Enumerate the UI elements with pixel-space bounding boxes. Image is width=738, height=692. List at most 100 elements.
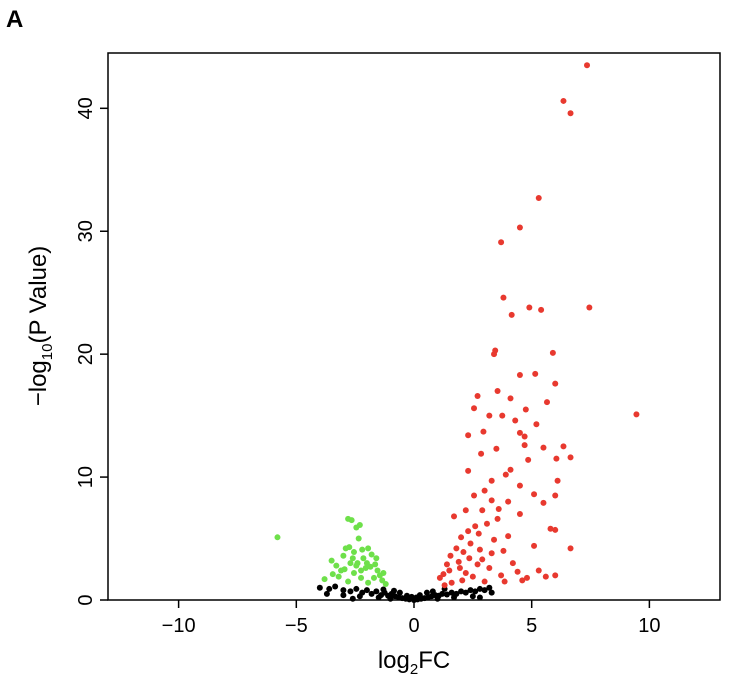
y-tick-label: 20 (75, 343, 97, 365)
up-point (466, 555, 473, 562)
up-point (474, 392, 481, 399)
up-point (467, 540, 474, 547)
down-point (382, 581, 389, 588)
up-point (542, 573, 549, 580)
up-point (462, 569, 469, 576)
ns-point (396, 589, 403, 596)
down-point (380, 569, 387, 576)
up-point (458, 534, 465, 541)
ns-point (476, 585, 483, 592)
ns-point (390, 587, 397, 594)
up-point (532, 370, 539, 377)
y-tick-label: 40 (75, 97, 97, 119)
ns-point (356, 593, 363, 600)
up-point (476, 546, 483, 553)
ns-point (486, 584, 493, 591)
down-point (342, 545, 349, 552)
up-point (459, 577, 466, 584)
down-point (274, 534, 281, 541)
down-point (350, 569, 357, 576)
down-point (358, 567, 365, 574)
y-axis: 0 10 20 30 40 (75, 97, 108, 606)
up-point (509, 560, 516, 567)
up-point (486, 565, 493, 572)
ns-point (469, 593, 476, 600)
down-point (348, 517, 355, 524)
ns-point (467, 587, 474, 594)
ns-point (387, 595, 394, 602)
ns-point (375, 594, 382, 601)
down-point (356, 522, 363, 529)
up-point (586, 304, 593, 311)
up-point (516, 224, 523, 231)
down-point (362, 565, 369, 572)
up-point (481, 578, 488, 585)
down-point (353, 562, 360, 569)
ns-point (476, 594, 483, 601)
up-point (519, 577, 526, 584)
up-point (507, 395, 514, 402)
ns-point (323, 590, 330, 597)
up-point (456, 565, 463, 572)
up-point (567, 545, 574, 552)
up-point (486, 412, 493, 419)
down-point (365, 545, 372, 552)
up-point (521, 433, 528, 440)
up-point (525, 456, 532, 463)
up-point (560, 97, 567, 104)
ns-point (332, 583, 339, 590)
panel-label: A (6, 6, 23, 33)
up-point (521, 442, 528, 449)
up-point (516, 372, 523, 379)
up-point (469, 573, 476, 580)
up-point (465, 467, 472, 474)
up-point (479, 556, 486, 563)
down-point (359, 546, 366, 553)
up-point (502, 471, 509, 478)
ns-point (448, 589, 455, 596)
down-point (349, 555, 356, 562)
up-point (500, 547, 507, 554)
up-point (479, 507, 486, 514)
down-point (360, 555, 367, 562)
ns-point (481, 587, 488, 594)
x-tick-label: −5 (285, 615, 308, 637)
up-point (441, 582, 448, 589)
up-point (500, 294, 507, 301)
down-point (321, 576, 328, 583)
down-point (347, 560, 354, 567)
ns-point (340, 592, 347, 599)
up-point (471, 405, 478, 412)
up-point (540, 499, 547, 506)
up-point (540, 444, 547, 451)
up-point (543, 399, 550, 406)
up-point (474, 561, 481, 568)
up-point (514, 568, 521, 575)
up-point (447, 552, 454, 559)
up-point (494, 388, 501, 395)
x-tick-label: 5 (526, 615, 537, 637)
up-point (498, 572, 505, 579)
up-point (462, 507, 469, 514)
up-point (505, 498, 512, 505)
up-point (472, 523, 479, 530)
up-point (440, 571, 447, 578)
up-point (567, 454, 574, 461)
up-point (465, 528, 472, 535)
y-tick-label: 10 (75, 466, 97, 488)
up-point (483, 520, 490, 527)
up-point (481, 487, 488, 494)
up-point (443, 561, 450, 568)
up-point (508, 311, 515, 318)
ns-point (380, 586, 387, 593)
ns-point (340, 587, 347, 594)
up-point (493, 445, 500, 452)
down-point (370, 574, 377, 581)
ns-point (423, 589, 430, 596)
down-point (338, 567, 345, 574)
up-point (505, 533, 512, 540)
down-point (355, 535, 362, 542)
up-point (488, 550, 495, 557)
ns-point (434, 595, 441, 602)
